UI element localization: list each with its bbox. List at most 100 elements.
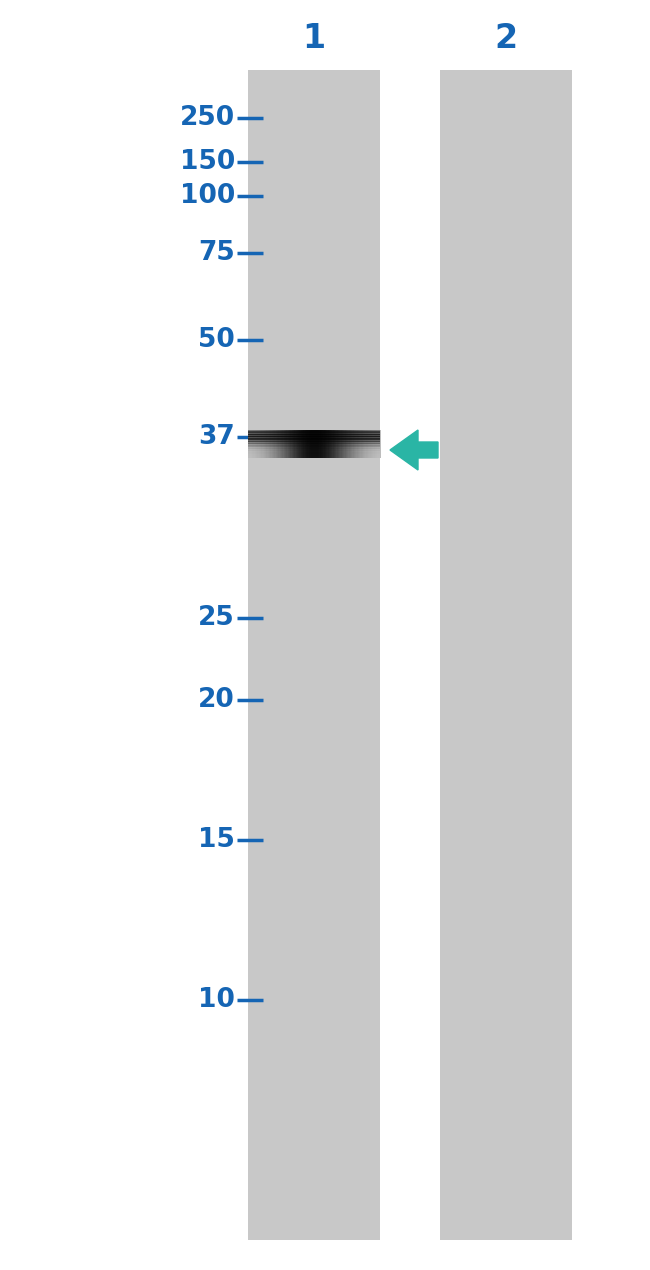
Bar (264, 431, 266, 458)
Bar (364, 431, 366, 458)
Bar (333, 431, 334, 458)
Bar (278, 431, 280, 458)
Bar (358, 431, 359, 458)
Bar (361, 431, 363, 458)
Bar (374, 431, 376, 458)
Bar (319, 431, 321, 458)
Bar (268, 431, 270, 458)
FancyArrow shape (390, 431, 438, 470)
Bar (282, 431, 284, 458)
Bar (331, 431, 333, 458)
Bar (270, 431, 272, 458)
Bar (263, 431, 265, 458)
Bar (283, 431, 285, 458)
Text: 150: 150 (180, 149, 235, 175)
Bar (304, 431, 306, 458)
Bar (251, 431, 252, 458)
Bar (272, 431, 274, 458)
Bar (281, 431, 283, 458)
Bar (315, 431, 317, 458)
Text: 75: 75 (198, 240, 235, 265)
Text: 25: 25 (198, 605, 235, 631)
Bar (285, 431, 287, 458)
Bar (274, 431, 276, 458)
Bar (379, 431, 380, 458)
Bar (261, 431, 263, 458)
Bar (293, 431, 294, 458)
Bar (317, 431, 318, 458)
Bar (322, 431, 324, 458)
Bar (347, 431, 349, 458)
Bar (265, 431, 267, 458)
Bar (287, 431, 289, 458)
Bar (294, 431, 296, 458)
Bar (269, 431, 271, 458)
Bar (306, 431, 308, 458)
Bar (280, 431, 281, 458)
Text: 37: 37 (198, 424, 235, 450)
Bar (311, 431, 313, 458)
Bar (328, 431, 330, 458)
Bar (276, 431, 278, 458)
Bar (360, 431, 362, 458)
Bar (305, 431, 307, 458)
Bar (372, 431, 374, 458)
Bar (289, 431, 291, 458)
Bar (297, 431, 298, 458)
Bar (378, 431, 379, 458)
Bar (313, 431, 315, 458)
Bar (341, 431, 342, 458)
Bar (335, 431, 337, 458)
Bar (440, 70, 572, 1240)
Bar (257, 431, 259, 458)
Bar (339, 431, 341, 458)
Bar (301, 431, 303, 458)
Bar (369, 431, 371, 458)
Text: 100: 100 (180, 183, 235, 210)
Bar (363, 431, 365, 458)
Bar (330, 431, 332, 458)
Bar (344, 431, 346, 458)
Bar (292, 431, 293, 458)
Bar (376, 431, 378, 458)
Bar (367, 431, 369, 458)
Bar (356, 431, 358, 458)
Bar (296, 431, 297, 458)
Bar (254, 431, 255, 458)
Text: 10: 10 (198, 987, 235, 1013)
Bar (309, 431, 311, 458)
Bar (314, 431, 316, 458)
Text: 50: 50 (198, 326, 235, 353)
Bar (318, 431, 320, 458)
Bar (355, 431, 357, 458)
Bar (320, 431, 322, 458)
Bar (255, 431, 256, 458)
Bar (302, 431, 304, 458)
Bar (250, 431, 251, 458)
Text: 15: 15 (198, 827, 235, 853)
Bar (370, 431, 372, 458)
Bar (326, 431, 328, 458)
Bar (351, 431, 353, 458)
Bar (350, 431, 352, 458)
Bar (252, 431, 254, 458)
Bar (300, 431, 302, 458)
Bar (298, 431, 300, 458)
Bar (273, 431, 275, 458)
Bar (342, 431, 344, 458)
Bar (277, 431, 279, 458)
Bar (365, 431, 367, 458)
Text: 20: 20 (198, 687, 235, 712)
Bar (348, 431, 350, 458)
Text: 2: 2 (495, 22, 517, 55)
Bar (260, 431, 262, 458)
Bar (327, 431, 329, 458)
Bar (359, 431, 361, 458)
Bar (354, 431, 356, 458)
Bar (323, 431, 325, 458)
Bar (368, 431, 370, 458)
Bar (256, 431, 258, 458)
Bar (266, 431, 268, 458)
Text: 250: 250 (180, 105, 235, 131)
Bar (248, 431, 250, 458)
